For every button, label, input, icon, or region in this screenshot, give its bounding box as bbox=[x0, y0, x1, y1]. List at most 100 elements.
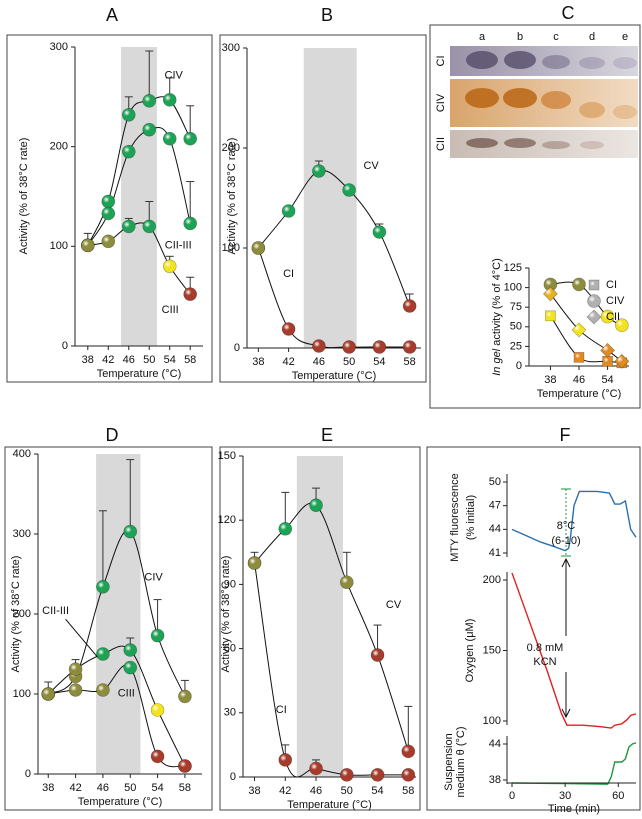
x-tick-label: 46 bbox=[310, 785, 322, 797]
point bbox=[402, 299, 417, 313]
point bbox=[614, 353, 630, 369]
x-axis-label: Time (min) bbox=[548, 803, 600, 815]
point bbox=[600, 309, 615, 324]
panel-title: D bbox=[106, 425, 119, 445]
y-axis-label: Activity (% of 38°C rate) bbox=[220, 556, 232, 673]
y-tick-label: 41 bbox=[489, 547, 501, 559]
point bbox=[178, 759, 192, 773]
point bbox=[370, 648, 385, 662]
point bbox=[101, 234, 116, 249]
error-bar bbox=[404, 705, 413, 752]
y-axis-label: medium θ (°C) bbox=[455, 726, 467, 797]
y-tick-label: 0 bbox=[25, 768, 31, 780]
x-tick-label: 50 bbox=[343, 356, 355, 368]
legend-marker bbox=[586, 309, 602, 325]
x-tick-label: 42 bbox=[102, 354, 114, 366]
highlight-band bbox=[303, 48, 357, 348]
error-bar bbox=[186, 181, 195, 224]
point bbox=[123, 643, 138, 657]
highlight-band bbox=[96, 454, 141, 774]
annotation: KCN bbox=[533, 656, 556, 668]
error-bar bbox=[145, 50, 154, 101]
point bbox=[142, 219, 157, 234]
legend-marker bbox=[588, 279, 600, 291]
y-tick-label: 300 bbox=[50, 41, 68, 53]
point bbox=[281, 322, 296, 336]
y-axis-label: Activity (% of 38°C rate) bbox=[18, 138, 30, 255]
panel-title: B bbox=[321, 5, 333, 25]
x-tick-label: 46 bbox=[97, 782, 109, 794]
annotation: (6-10) bbox=[551, 535, 580, 547]
point bbox=[543, 286, 558, 302]
y-tick-label: 60 bbox=[224, 643, 236, 655]
series-label: CI bbox=[283, 268, 294, 280]
point bbox=[183, 131, 197, 146]
y-tick-label: 44 bbox=[489, 738, 501, 750]
x-tick-label: 38 bbox=[248, 785, 260, 797]
point bbox=[123, 524, 138, 539]
point bbox=[183, 287, 197, 301]
x-tick-label: 54 bbox=[371, 785, 383, 797]
panel-title: A bbox=[106, 5, 118, 25]
x-tick-label: 58 bbox=[402, 785, 414, 797]
point bbox=[121, 107, 136, 122]
y-tick-label: 100 bbox=[504, 282, 522, 294]
y-tick-label: 100 bbox=[222, 242, 240, 254]
legend-label: CI bbox=[606, 279, 617, 291]
point bbox=[178, 689, 192, 704]
point bbox=[342, 183, 356, 197]
point bbox=[101, 206, 116, 221]
y-tick-label: 150 bbox=[483, 644, 501, 656]
y-tick-label: 90 bbox=[224, 578, 236, 590]
point bbox=[68, 662, 83, 677]
point bbox=[342, 340, 356, 354]
y-tick-label: 50 bbox=[510, 321, 522, 333]
point bbox=[372, 340, 387, 354]
point bbox=[142, 94, 157, 108]
gel-lane-label: a bbox=[479, 31, 486, 43]
panel-frame bbox=[429, 24, 641, 409]
y-axis-label-part: activity (% of 4°C) bbox=[491, 258, 503, 349]
series-label: CV bbox=[363, 160, 379, 172]
series-label-arrow bbox=[65, 618, 98, 658]
point bbox=[402, 340, 417, 354]
point bbox=[312, 339, 326, 353]
point bbox=[278, 521, 293, 536]
point bbox=[96, 579, 110, 594]
point bbox=[281, 204, 296, 218]
series-label: CV bbox=[386, 599, 402, 611]
point bbox=[309, 761, 323, 776]
point bbox=[96, 683, 110, 697]
y-tick-label: 0 bbox=[62, 340, 68, 352]
point bbox=[101, 194, 116, 209]
point bbox=[162, 93, 177, 107]
x-axis-label: Temperature (°C) bbox=[287, 799, 371, 811]
highlight-band bbox=[121, 47, 157, 346]
y-tick-label: 0 bbox=[516, 360, 522, 372]
point bbox=[81, 238, 95, 253]
error-bar bbox=[98, 510, 107, 587]
y-axis-label: Activity (% of 38°C rate) bbox=[226, 138, 238, 255]
point bbox=[545, 310, 556, 322]
point bbox=[401, 768, 416, 782]
x-tick-label: 30 bbox=[559, 790, 571, 802]
y-tick-label: 200 bbox=[50, 141, 68, 153]
y-axis-label: In gel activity (% of 4°C) bbox=[491, 258, 503, 376]
gel-row-label: CII bbox=[435, 137, 447, 151]
x-tick-label: 54 bbox=[164, 354, 176, 366]
y-tick-label: 100 bbox=[483, 715, 501, 727]
x-tick-label: 58 bbox=[179, 782, 191, 794]
point bbox=[602, 355, 613, 367]
x-tick-label: 50 bbox=[341, 785, 353, 797]
point bbox=[278, 753, 293, 767]
y-tick-label: 100 bbox=[13, 688, 31, 700]
panel-title: E bbox=[321, 425, 333, 445]
point bbox=[615, 318, 629, 333]
series-label: CIII bbox=[118, 688, 135, 700]
point bbox=[312, 164, 326, 178]
x-tick-label: 42 bbox=[279, 785, 291, 797]
y-tick-label: 200 bbox=[222, 142, 240, 154]
x-tick-label: 46 bbox=[123, 354, 135, 366]
series-label: CII-III bbox=[165, 239, 192, 251]
